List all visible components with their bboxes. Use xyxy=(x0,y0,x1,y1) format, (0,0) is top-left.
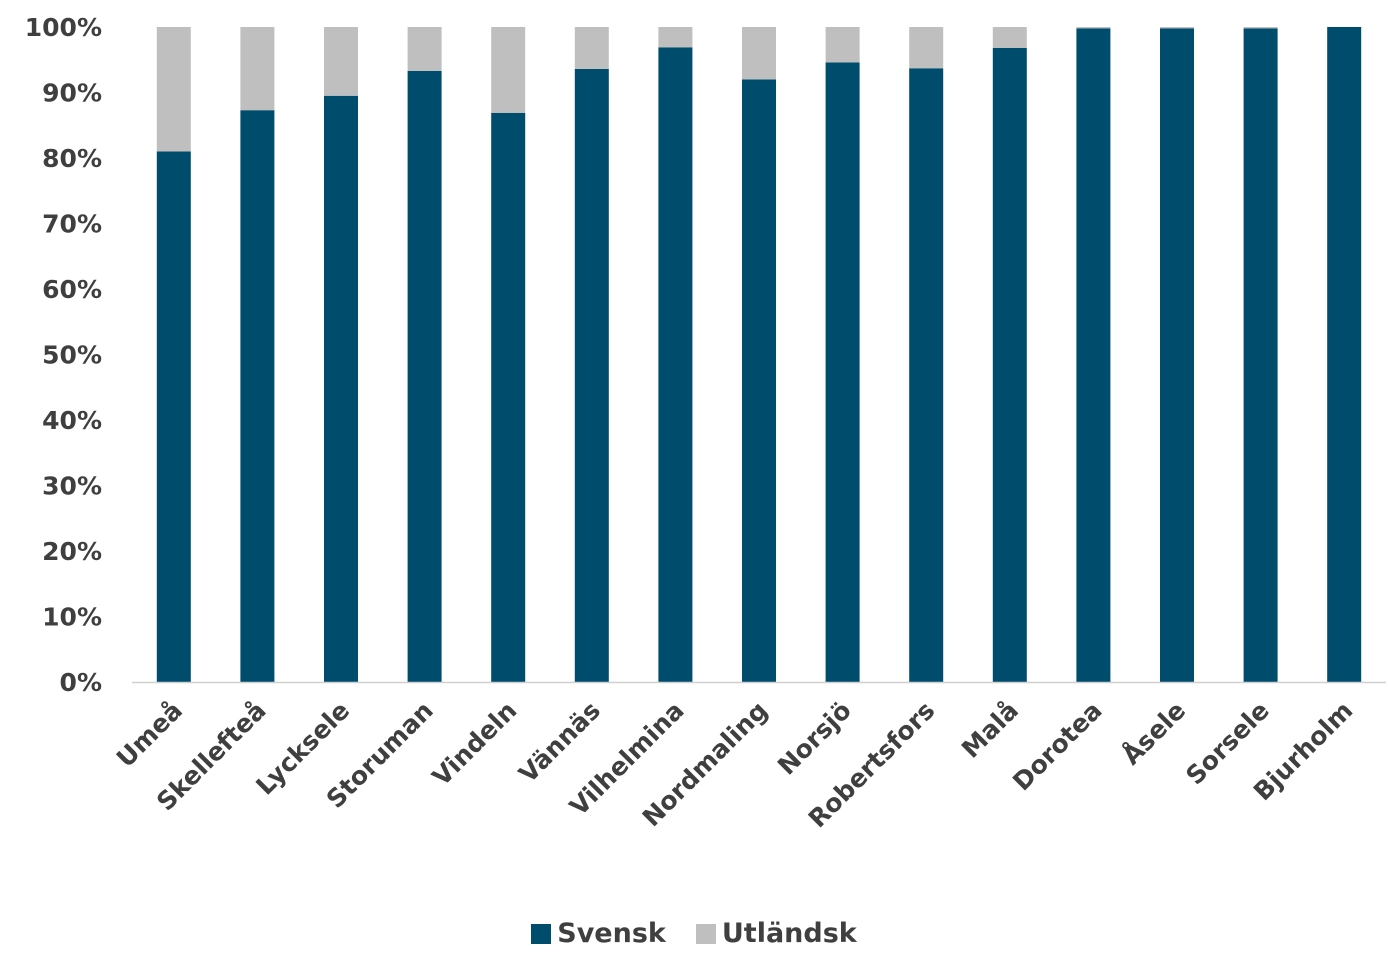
y-tick-label: 50% xyxy=(42,341,102,370)
bar-segment-svensk xyxy=(1076,28,1111,683)
y-tick-label: 10% xyxy=(42,603,102,632)
bar-segment-svensk xyxy=(658,47,693,683)
bar-segment-utl-ndsk xyxy=(491,27,526,113)
bar-segment-utl-ndsk xyxy=(407,27,442,71)
legend-label-utlandsk: Utländsk xyxy=(721,918,857,949)
bar-segment-utl-ndsk xyxy=(992,27,1027,48)
bar-segment-svensk xyxy=(574,68,609,683)
y-axis: 0% 10% 20% 30% 40% 50% 60% 70% 80% 90% 100% xyxy=(25,13,102,697)
bar-segment-svensk xyxy=(324,95,358,682)
bar-segment-utl-ndsk xyxy=(1076,27,1111,29)
y-tick-label: 80% xyxy=(42,144,102,173)
bar-segment-utl-ndsk xyxy=(324,27,358,96)
bar-segment-utl-ndsk xyxy=(1160,27,1194,29)
bar-segment-svensk xyxy=(1243,28,1278,683)
y-tick-label: 60% xyxy=(42,275,102,304)
y-tick-label: 40% xyxy=(42,406,102,435)
bar-segment-utl-ndsk xyxy=(1243,27,1278,29)
bar-segment-utl-ndsk xyxy=(658,27,693,48)
bar-segment-svensk xyxy=(491,112,526,683)
legend-item-svensk: Svensk xyxy=(531,918,666,949)
bar-segment-utl-ndsk xyxy=(156,27,191,152)
y-tick-label: 70% xyxy=(42,210,102,239)
x-tick-label: Dorotea xyxy=(1007,696,1108,797)
y-tick-label: 20% xyxy=(42,537,102,566)
bar-segment-svensk xyxy=(1160,28,1194,683)
x-axis: UmeåSkellefteåLyckseleStorumanVindelnVän… xyxy=(111,681,1386,833)
x-tick-label: Vindeln xyxy=(427,696,523,792)
y-tick-label: 0% xyxy=(60,668,102,697)
bar-segment-svensk xyxy=(992,47,1027,682)
x-tick-label: Norsjö xyxy=(772,696,857,781)
bar-segment-svensk xyxy=(742,79,776,682)
y-tick-label: 90% xyxy=(42,79,102,108)
bar-segment-utl-ndsk xyxy=(909,27,944,69)
bar-segment-utl-ndsk xyxy=(742,27,776,80)
bar-segment-svensk xyxy=(825,62,860,683)
bar-segment-svensk xyxy=(407,70,442,682)
y-tick-label: 30% xyxy=(42,472,102,501)
legend-label-svensk: Svensk xyxy=(557,918,666,949)
bar-segment-svensk xyxy=(156,151,191,682)
legend: Svensk Utländsk xyxy=(0,918,1388,949)
bar-segment-utl-ndsk xyxy=(240,27,275,111)
legend-item-utlandsk: Utländsk xyxy=(695,918,857,949)
bar-segment-utl-ndsk xyxy=(825,27,860,63)
bar-segment-utl-ndsk xyxy=(574,27,609,69)
plot-area xyxy=(156,27,1362,683)
bar-segment-svensk xyxy=(1327,27,1362,682)
x-tick-label: Umeå xyxy=(111,696,188,773)
x-tick-label: Åsele xyxy=(1116,696,1191,771)
y-tick-label: 100% xyxy=(25,13,102,42)
bar-segment-svensk xyxy=(909,68,944,682)
legend-swatch-utlandsk xyxy=(695,923,716,944)
x-tick-label: Malå xyxy=(956,696,1024,764)
bar-segment-svensk xyxy=(240,110,275,683)
legend-swatch-svensk xyxy=(531,923,552,944)
